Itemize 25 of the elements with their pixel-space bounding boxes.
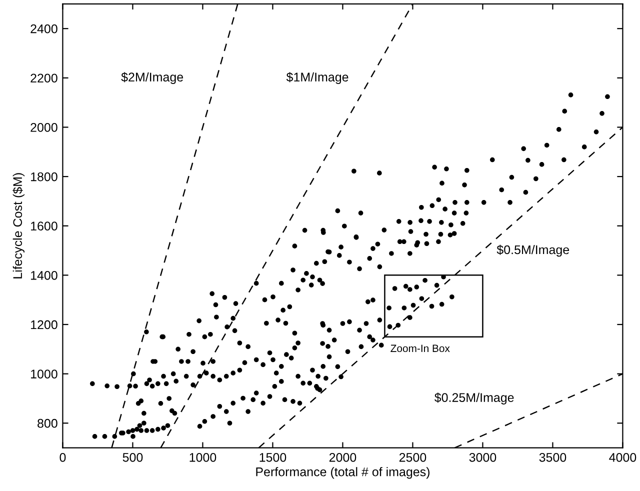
y-tick-label: 1600 [31,222,58,231]
y-axis-title: Lifecycle Cost ($M) [12,173,24,278]
y-tick-label: 1000 [31,370,58,378]
x-tick-label: 3000 [469,452,496,462]
x-axis-title: Performance (total # of images) [256,467,430,479]
x-tick-label: 1500 [260,452,286,462]
annotation: Zoom-In Box [390,344,450,352]
y-tick-label: 2400 [30,24,58,34]
y-tick-label: 1800 [31,172,58,182]
y-tick-label: 1200 [31,320,58,330]
x-tick-label: 4000 [609,452,636,462]
y-tick-label: 800 [38,418,58,428]
x-tick-label: 3500 [539,452,566,462]
x-tick-label: 2000 [329,452,356,462]
x-tick-label: 2500 [399,452,426,462]
x-tick-label: 0 [60,452,66,462]
annotation: $1M/Image [286,72,348,84]
x-tick-label: 1000 [190,452,216,462]
annotation: $0.25M/Image [434,392,514,404]
x-tick-label: 500 [122,452,143,462]
annotation: $2M/Image [121,72,184,84]
y-tick-label: 2200 [30,74,58,83]
y-tick-label: 2000 [30,123,58,132]
annotation: $0.5M/Image [496,244,570,257]
y-tick-label: 1400 [31,270,58,280]
